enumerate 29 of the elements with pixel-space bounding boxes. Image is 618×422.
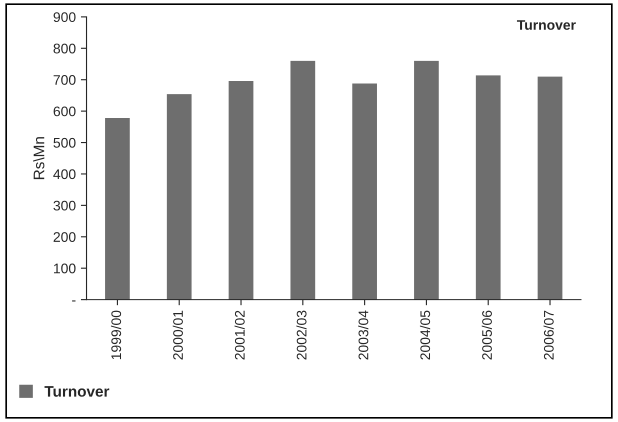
bar bbox=[352, 83, 377, 300]
bar bbox=[290, 60, 316, 300]
y-tick-label: 100 bbox=[54, 264, 76, 274]
x-tick-label: 1999/00 bbox=[110, 310, 122, 360]
bar bbox=[228, 80, 254, 300]
y-tick-label: 500 bbox=[53, 138, 76, 148]
y-tick-label: 800 bbox=[54, 44, 76, 54]
x-tick-label: 2004/05 bbox=[420, 310, 430, 360]
y-axis-title: Rs\Mn bbox=[33, 137, 44, 180]
y-tick-label: 200 bbox=[54, 232, 76, 242]
bar bbox=[105, 118, 130, 300]
x-tick-label: 2006/07 bbox=[544, 310, 554, 360]
y-tick-label: 700 bbox=[54, 75, 76, 85]
legend-label: Turnover bbox=[44, 386, 110, 397]
y-tick-label: 900 bbox=[54, 12, 76, 22]
y-tick-label: 300 bbox=[53, 200, 76, 211]
x-tick-label: 2002/03 bbox=[296, 310, 307, 360]
chart-title: Turnover bbox=[516, 20, 576, 30]
bar bbox=[166, 94, 192, 300]
y-tick-label: 600 bbox=[54, 106, 76, 116]
bar bbox=[476, 75, 501, 300]
bar bbox=[538, 76, 562, 300]
x-tick-label: 2000/01 bbox=[172, 310, 183, 360]
y-tick-label: - bbox=[72, 300, 76, 302]
x-tick-label: 2001/02 bbox=[234, 310, 245, 360]
bar bbox=[414, 60, 439, 300]
x-tick-label: 2003/04 bbox=[358, 310, 368, 360]
y-tick-label: 400 bbox=[53, 169, 76, 180]
x-tick-label: 2005/06 bbox=[482, 310, 492, 360]
